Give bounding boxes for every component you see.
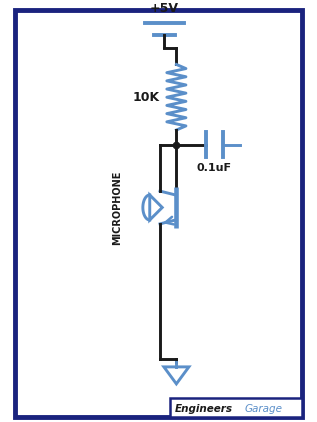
Bar xyxy=(171,398,301,417)
Text: MICROPHONE: MICROPHONE xyxy=(112,170,122,245)
Text: Engineers: Engineers xyxy=(175,404,233,414)
Text: 10K: 10K xyxy=(133,91,160,104)
Text: 0.1uF: 0.1uF xyxy=(197,163,232,173)
Text: +5V: +5V xyxy=(150,2,179,15)
Text: Garage: Garage xyxy=(245,404,283,414)
